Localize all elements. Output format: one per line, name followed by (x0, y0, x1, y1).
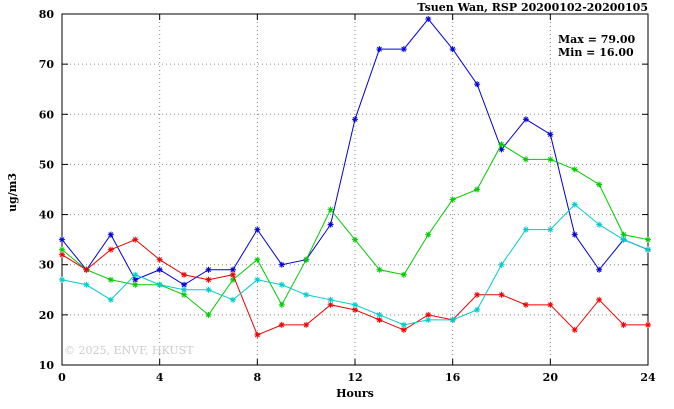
chart-title: Tsuen Wan, RSP 20200102-20200105 (417, 1, 648, 14)
svg-text:80: 80 (39, 8, 55, 21)
svg-text:20: 20 (39, 309, 55, 322)
svg-text:50: 50 (39, 158, 55, 171)
svg-text:0: 0 (58, 371, 66, 384)
svg-text:70: 70 (39, 58, 55, 71)
svg-text:24: 24 (640, 371, 656, 384)
svg-text:16: 16 (445, 371, 461, 384)
svg-text:8: 8 (254, 371, 262, 384)
watermark: © 2025, ENVF, HKUST (64, 344, 194, 357)
svg-text:12: 12 (347, 371, 362, 384)
min-annotation: Min = 16.00 (558, 46, 634, 59)
svg-text:60: 60 (39, 108, 55, 121)
svg-text:4: 4 (156, 371, 164, 384)
svg-text:30: 30 (39, 259, 55, 272)
y-axis-label: ug/m3 (6, 173, 19, 212)
max-annotation: Max = 79.00 (558, 33, 636, 46)
svg-text:40: 40 (39, 209, 55, 222)
x-axis-label: Hours (336, 387, 374, 400)
svg-text:10: 10 (39, 359, 55, 372)
svg-text:20: 20 (543, 371, 559, 384)
